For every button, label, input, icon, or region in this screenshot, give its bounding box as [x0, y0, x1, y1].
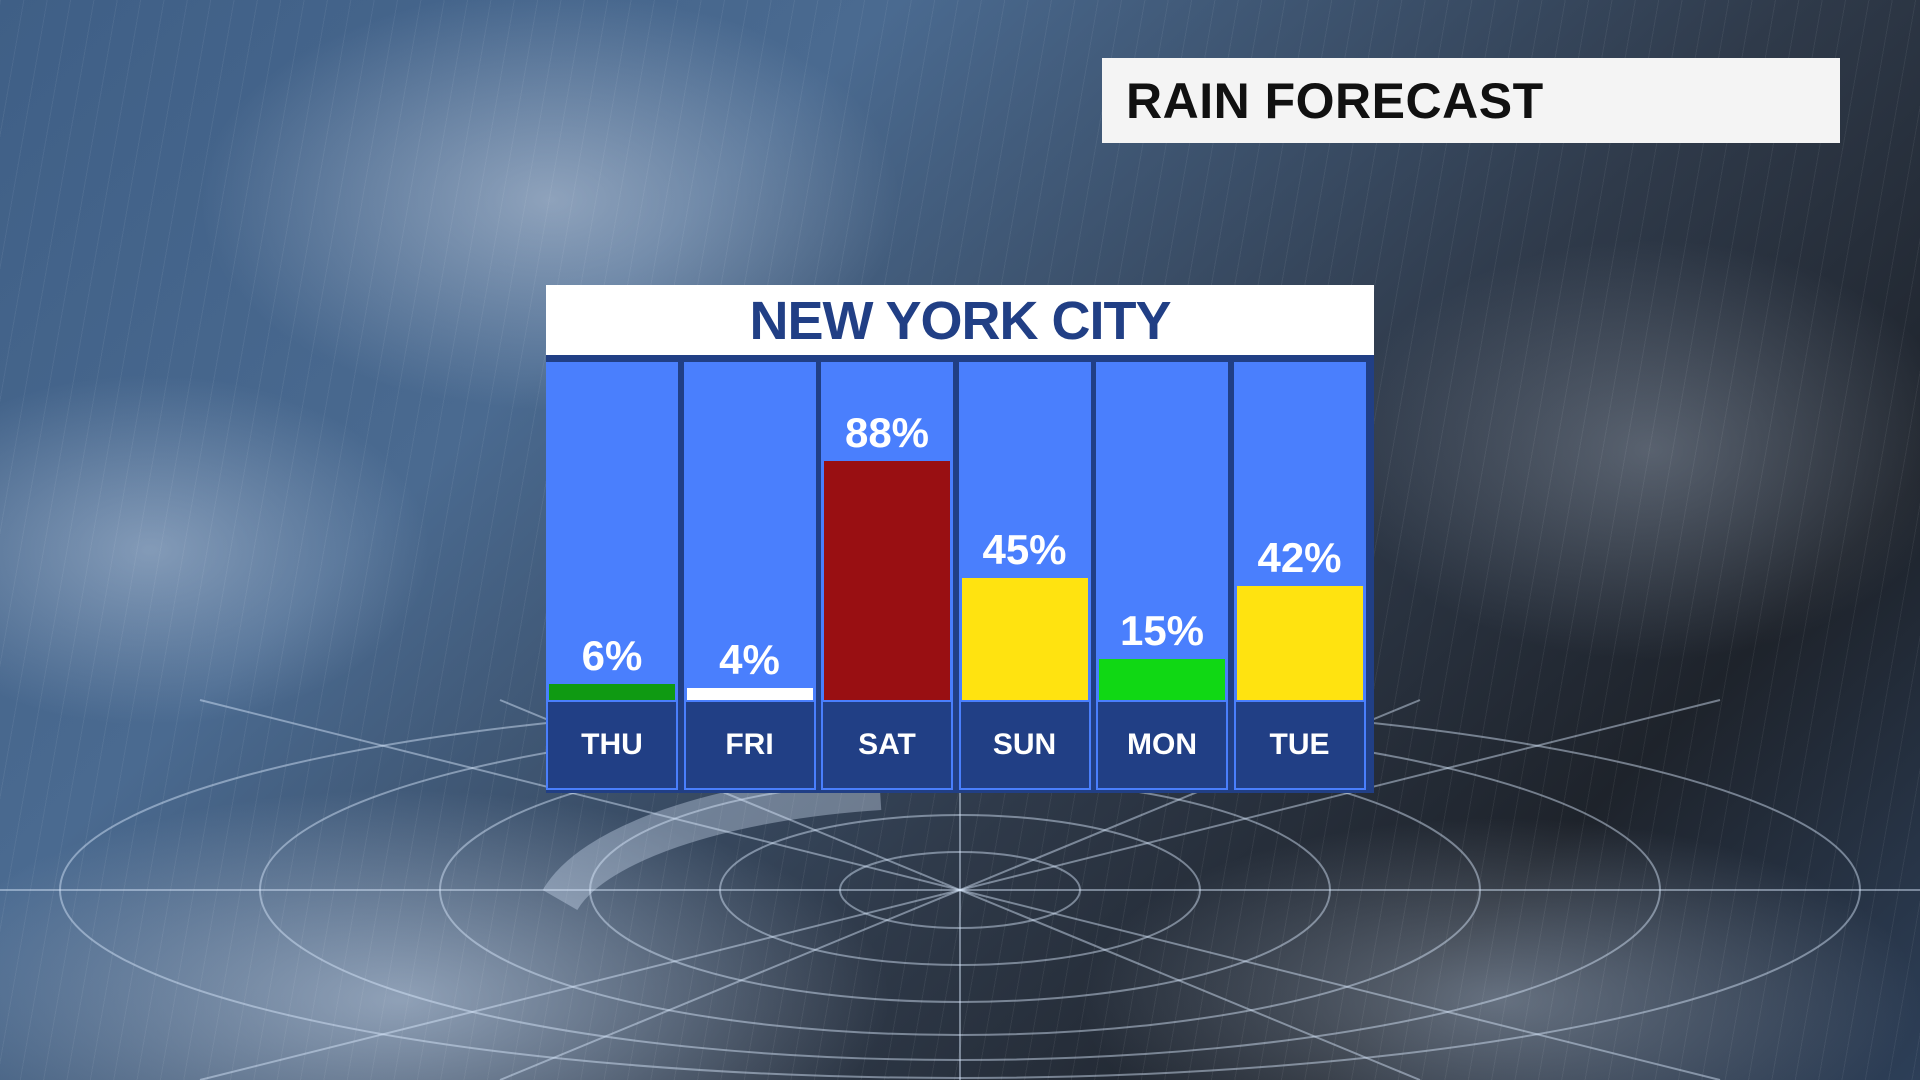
chart-title: NEW YORK CITY: [749, 291, 1171, 351]
day-label: FRI: [683, 700, 816, 790]
banner-title: RAIN FORECAST: [1126, 73, 1544, 129]
value-label: 45%: [982, 525, 1067, 573]
day-column-thu: 6% THU: [546, 362, 678, 790]
bar-mon: [1099, 659, 1225, 700]
day-label: TUE: [1233, 700, 1366, 790]
day-column-mon: 15% MON: [1096, 362, 1228, 790]
value-label: 15%: [1119, 607, 1205, 655]
day-column-sun: 45% SUN: [958, 362, 1091, 790]
rain-forecast-banner: RAIN FORECAST: [1102, 58, 1840, 143]
day-label: SAT: [821, 700, 953, 790]
day-column-tue: 42% TUE: [1233, 362, 1366, 790]
chart-title-bar: NEW YORK CITY: [546, 285, 1374, 355]
day-label: THU: [546, 700, 678, 790]
bar-sat: [824, 460, 950, 700]
day-column-fri: 4% FRI: [683, 362, 816, 790]
bar-fri: [686, 688, 813, 700]
day-label: MON: [1096, 700, 1228, 790]
day-label: SUN: [958, 700, 1091, 790]
bar-sun: [961, 577, 1088, 700]
value-label: 42%: [1257, 533, 1342, 581]
bar-thu: [549, 683, 675, 700]
bar-tue: [1236, 585, 1363, 700]
forecast-chart-panel: NEW YORK CITY 6% THU 4% FRI 88% SAT 45% SUN 15% M…: [546, 285, 1374, 793]
value-label: 4%: [719, 636, 780, 683]
value-label: 6%: [581, 631, 643, 679]
value-label: 88%: [844, 408, 930, 456]
day-column-sat: 88% SAT: [821, 362, 953, 790]
